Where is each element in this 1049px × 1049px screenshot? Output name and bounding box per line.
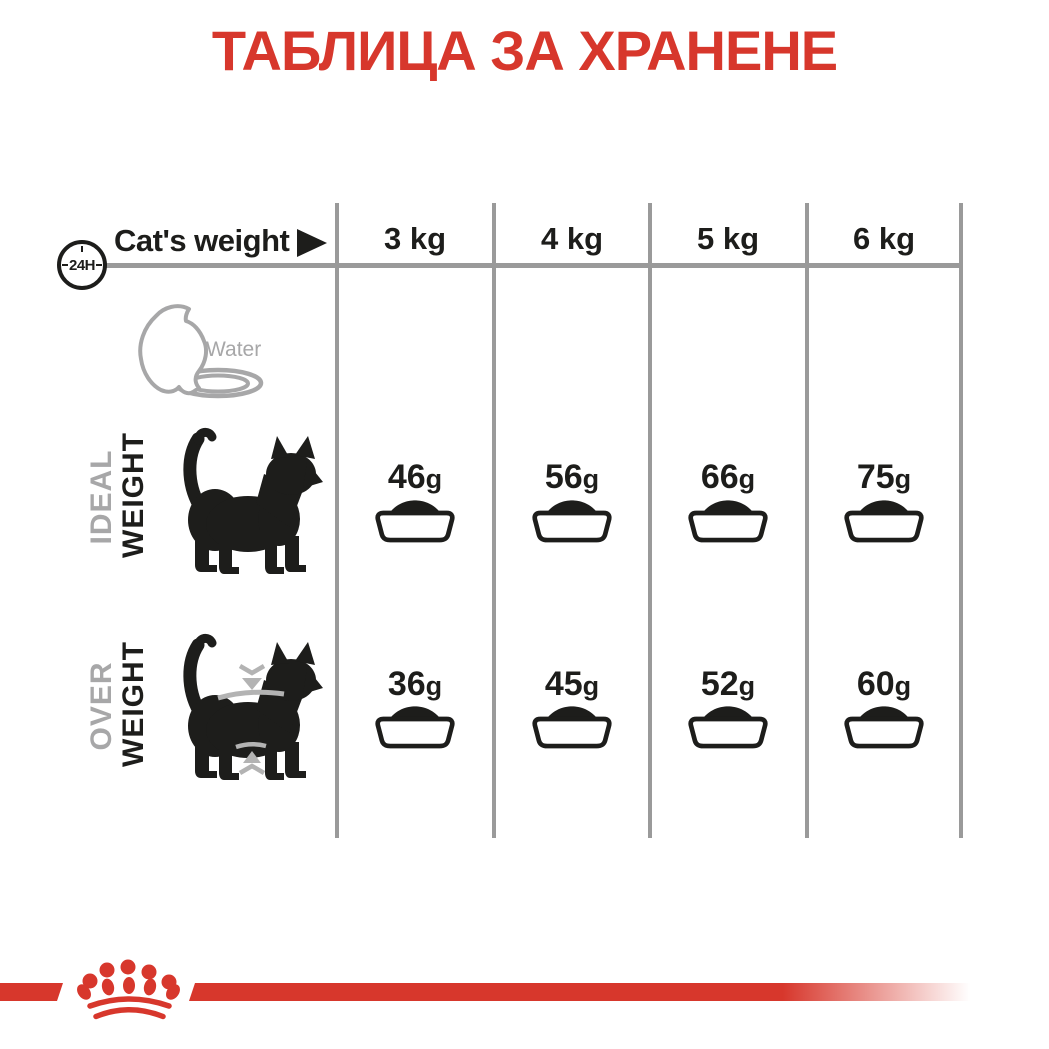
- food-bowl-icon: [686, 497, 770, 543]
- ration-unit: g: [894, 671, 912, 701]
- row-header-cats-weight: Cat's weight: [114, 223, 290, 258]
- food-bowl-icon: [842, 703, 926, 749]
- brand-stripe: [0, 983, 63, 1001]
- ration-value: 66g: [650, 458, 806, 497]
- row-label-weight: WEIGHT: [117, 432, 150, 558]
- food-bowl-icon: [686, 703, 770, 749]
- ration-unit: g: [582, 671, 600, 701]
- ration-number: 66: [700, 458, 739, 496]
- clock-tick: [81, 246, 83, 252]
- ration-number: 36: [387, 665, 426, 703]
- column-divider: [335, 203, 339, 838]
- row-label-weight: WEIGHT: [117, 641, 150, 767]
- food-bowl-icon: [373, 703, 457, 749]
- over-weight-squeeze-arrows-icon: [217, 664, 285, 775]
- water-bowl-icon: [138, 304, 264, 399]
- ration-value: 46g: [337, 458, 493, 497]
- ration-number: 56: [544, 458, 583, 496]
- ration-value: 36g: [337, 665, 493, 704]
- food-bowl-icon: [373, 497, 457, 543]
- 24h-label: 24H: [68, 256, 96, 274]
- brand-stripe: [189, 983, 970, 1001]
- row-label-over: OVER: [85, 661, 118, 751]
- 24h-clock-icon: 24H: [57, 240, 107, 290]
- page-title: ТАБЛИЦА ЗА ХРАНЕНЕ: [211, 19, 838, 82]
- ration-value: 56g: [494, 458, 650, 497]
- ration-number: 60: [856, 665, 895, 703]
- ration-value: 75g: [806, 458, 962, 497]
- column-divider: [648, 203, 652, 838]
- ration-unit: g: [894, 464, 912, 494]
- ration-unit: g: [738, 464, 756, 494]
- clock-tick: [96, 264, 102, 266]
- arrow-right-icon: [297, 229, 327, 257]
- column-divider: [959, 203, 963, 838]
- row-label-ideal: IDEAL: [85, 449, 118, 545]
- ration-number: 52: [700, 665, 739, 703]
- ration-unit: g: [425, 464, 443, 494]
- clock-tick: [62, 264, 68, 266]
- column-divider: [805, 203, 809, 838]
- ideal-weight-cat-icon: [172, 426, 324, 576]
- food-bowl-icon: [842, 497, 926, 543]
- ration-unit: g: [425, 671, 443, 701]
- food-bowl-icon: [530, 703, 614, 749]
- column-header: 3 kg: [383, 221, 447, 256]
- column-header: 4 kg: [540, 221, 604, 256]
- ration-value: 45g: [494, 665, 650, 704]
- ration-unit: g: [738, 671, 756, 701]
- column-header: 6 kg: [852, 221, 916, 256]
- water-label: Water: [206, 338, 262, 361]
- header-divider: [100, 263, 963, 268]
- ration-number: 46: [387, 458, 426, 496]
- food-bowl-icon: [530, 497, 614, 543]
- ration-number: 45: [544, 665, 583, 703]
- ration-unit: g: [582, 464, 600, 494]
- over-weight-cat-icon: [172, 632, 324, 782]
- ration-value: 52g: [650, 665, 806, 704]
- ration-number: 75: [856, 458, 895, 496]
- column-header: 5 kg: [696, 221, 760, 256]
- column-divider: [492, 203, 496, 838]
- royal-canin-crown-logo: [77, 959, 180, 1020]
- ration-value: 60g: [806, 665, 962, 704]
